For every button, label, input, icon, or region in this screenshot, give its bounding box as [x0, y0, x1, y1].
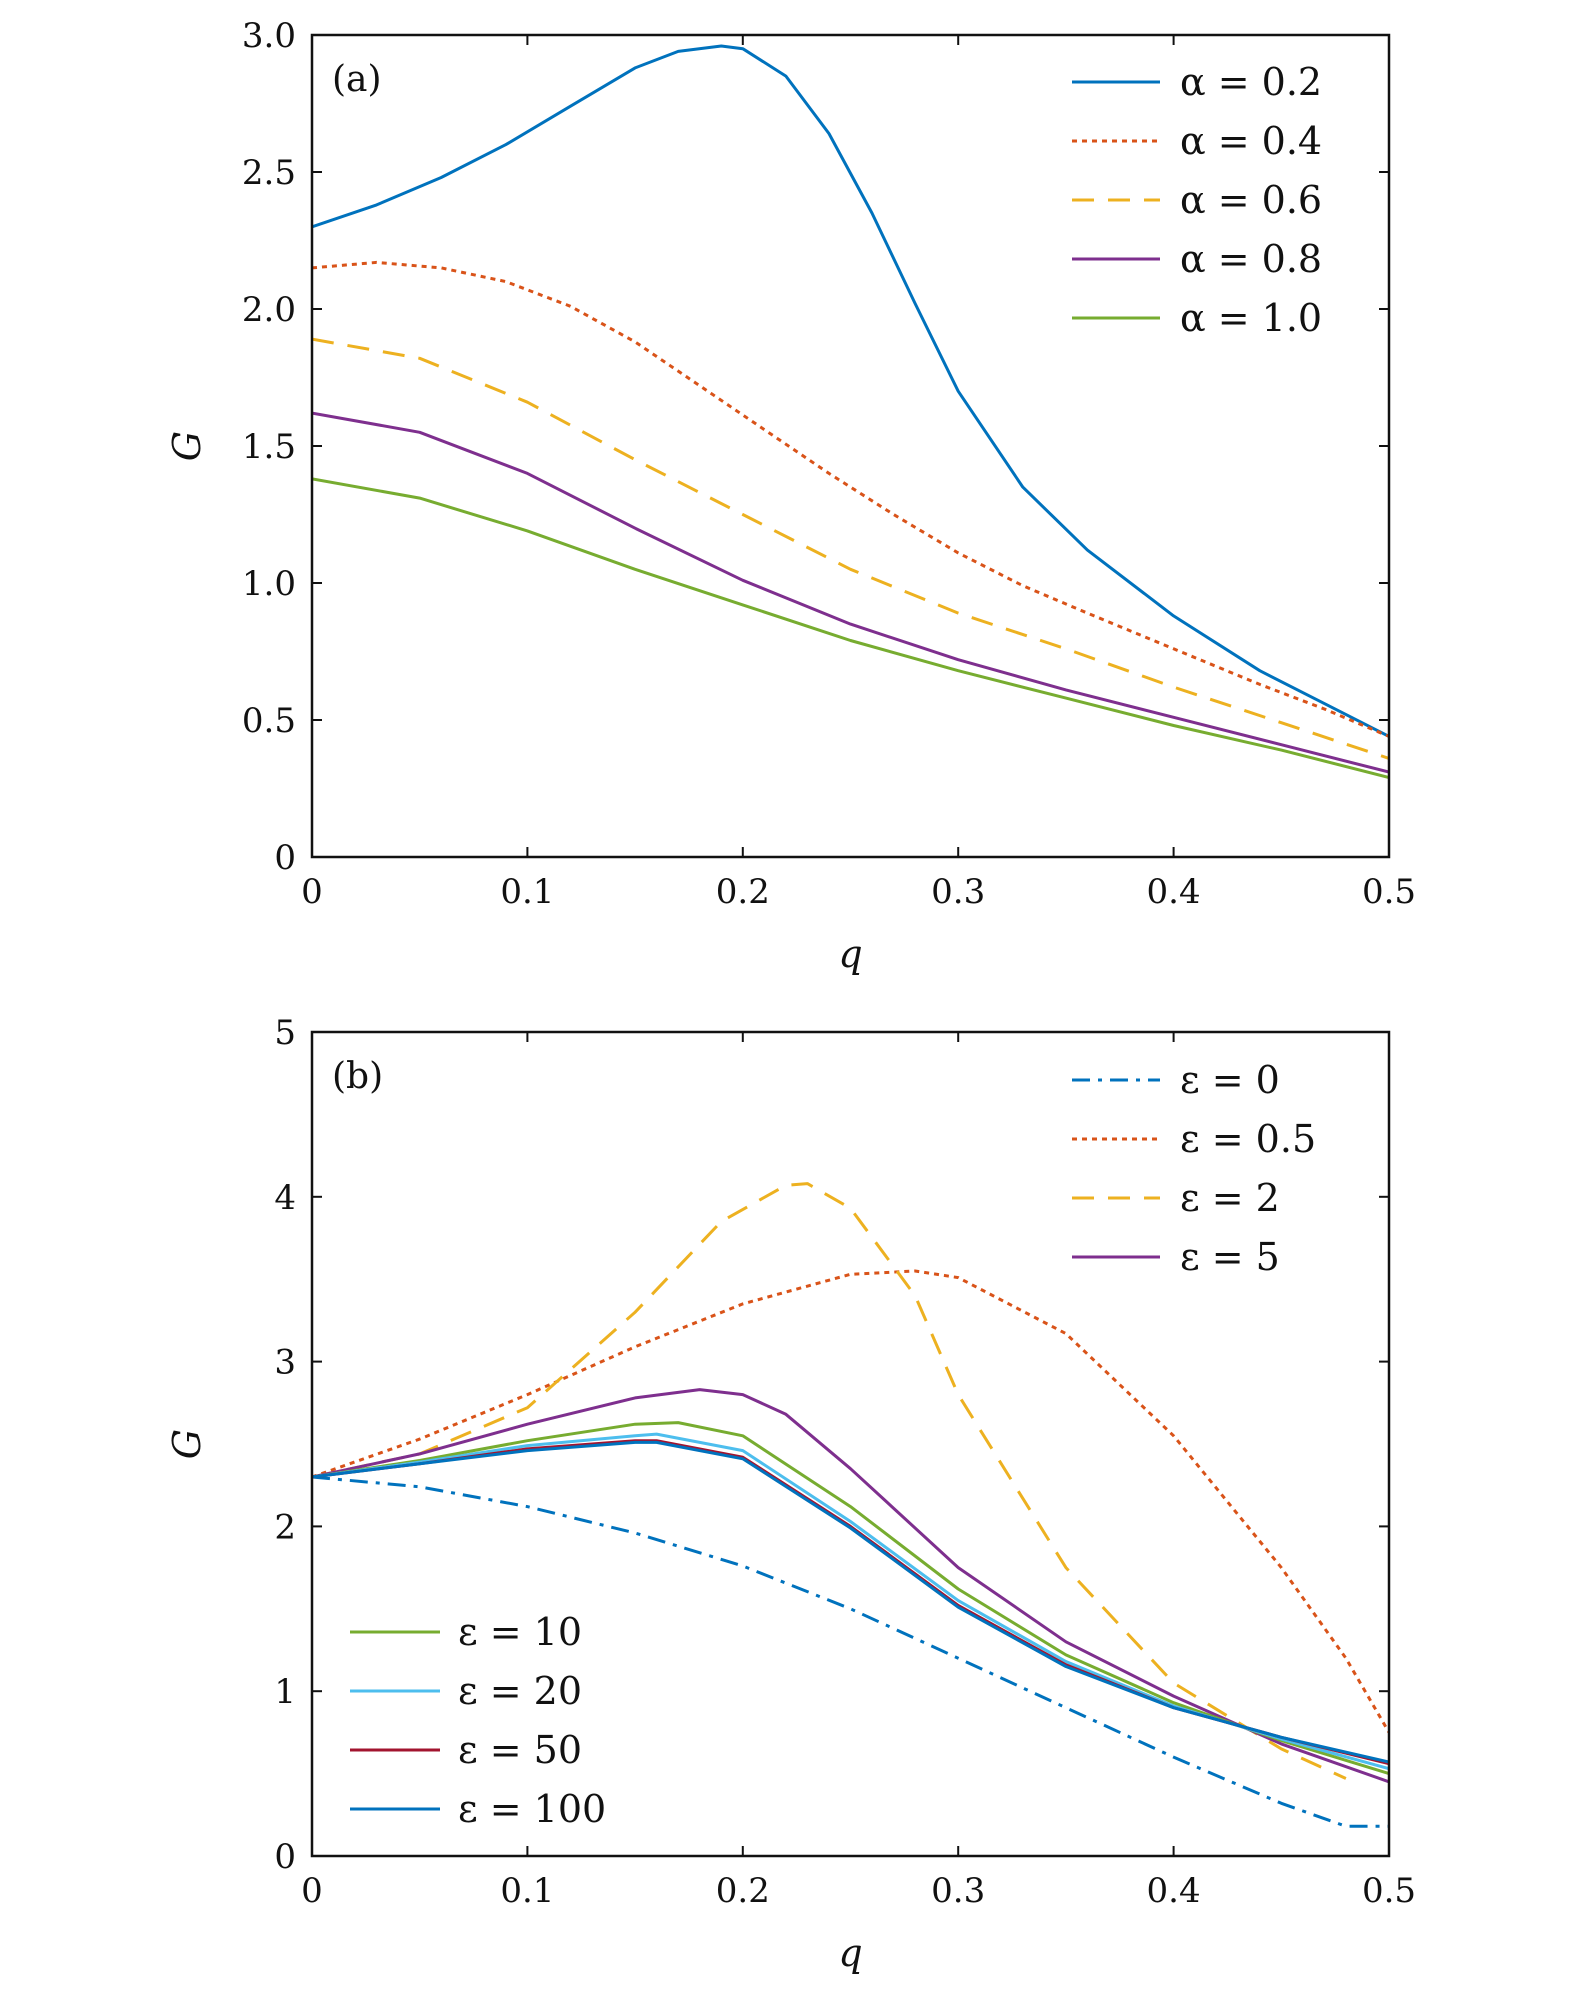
legend-label-2: α = 0.6 — [1180, 178, 1322, 222]
y-tick-label: 3 — [274, 1343, 296, 1383]
y-tick-label: 3.0 — [242, 16, 296, 56]
y-tick-label: 2.0 — [242, 290, 296, 330]
legend-label-2: ε = 2 — [1180, 1176, 1280, 1220]
series-line-1 — [312, 260, 1389, 738]
y-tick-label: 2 — [274, 1507, 296, 1547]
x-tick-label: 0 — [301, 872, 323, 912]
series-line-4 — [312, 1421, 1389, 1776]
legend-label-5: ε = 20 — [458, 1669, 582, 1713]
legend-label-7: ε = 100 — [458, 1787, 606, 1831]
y-tick-label: 0 — [274, 838, 296, 878]
y-tick-label: 2.5 — [242, 153, 296, 193]
y-tick-label: 0.5 — [242, 701, 296, 741]
series-line-2 — [312, 1182, 1347, 1780]
series-line-7 — [312, 1440, 1389, 1764]
series-line-2 — [312, 337, 1389, 760]
x-tick-label: 0.4 — [1147, 872, 1201, 912]
y-tick-label: 0 — [274, 1837, 296, 1877]
x-tick-label: 0.2 — [716, 872, 770, 912]
x-tick-label: 0.1 — [500, 1871, 554, 1911]
series-line-6 — [312, 1439, 1389, 1766]
x-tick-label: 0.2 — [716, 1871, 770, 1911]
x-tick-label: 0.1 — [500, 872, 554, 912]
panel-a: 0 0.1 0.2 0.3 0.4 0.5 0 0.5 1.0 1.5 2.0 2.5 3.0 q G (a)… — [165, 16, 1416, 976]
legend-label-1: α = 0.4 — [1180, 119, 1322, 163]
legend-label-3: α = 0.8 — [1180, 237, 1322, 281]
panel-b: 0 0.1 0.2 0.3 0.4 0.5 0 1 2 3 4 5 q G (b) ε = 0 ε = 0.5 ε… — [165, 1013, 1416, 1975]
legend-label-1: ε = 0.5 — [1180, 1117, 1316, 1161]
x-tick-label: 0 — [301, 1871, 323, 1911]
legend-label-6: ε = 50 — [458, 1728, 582, 1772]
series-group — [312, 44, 1389, 779]
y-tick-label: 1.5 — [242, 427, 296, 467]
legend-label-4: ε = 10 — [458, 1610, 582, 1654]
x-tick-label: 0.3 — [931, 1871, 985, 1911]
legend-label-3: ε = 5 — [1180, 1235, 1280, 1279]
y-tick-label: 5 — [274, 1013, 296, 1053]
series-line-3 — [312, 411, 1389, 774]
legend-label-4: α = 1.0 — [1180, 296, 1322, 340]
panel-label: (b) — [332, 1056, 383, 1097]
y-axis-title: G — [165, 1429, 209, 1459]
series-line-1 — [312, 1269, 1389, 1734]
series-line-0 — [312, 1475, 1389, 1828]
series-line-3 — [312, 1388, 1389, 1784]
x-tick-label: 0.5 — [1362, 872, 1416, 912]
x-axis-title: q — [838, 932, 862, 976]
x-axis-title: q — [838, 1931, 862, 1975]
series-line-4 — [312, 477, 1389, 779]
x-tick-label: 0.4 — [1147, 1871, 1201, 1911]
panel-label: (a) — [332, 59, 382, 100]
plot-frame — [310, 1030, 1391, 1858]
series-line-0 — [312, 44, 1389, 738]
x-tick-label: 0.5 — [1362, 1871, 1416, 1911]
y-axis-title: G — [165, 431, 209, 461]
series-group — [312, 1182, 1389, 1828]
y-tick-label: 4 — [274, 1178, 296, 1218]
y-tick-label: 1.0 — [242, 564, 296, 604]
legend-label-0: ε = 0 — [1180, 1058, 1280, 1102]
y-tick-label: 1 — [274, 1672, 296, 1712]
legend-label-0: α = 0.2 — [1180, 60, 1322, 104]
x-tick-label: 0.3 — [931, 872, 985, 912]
